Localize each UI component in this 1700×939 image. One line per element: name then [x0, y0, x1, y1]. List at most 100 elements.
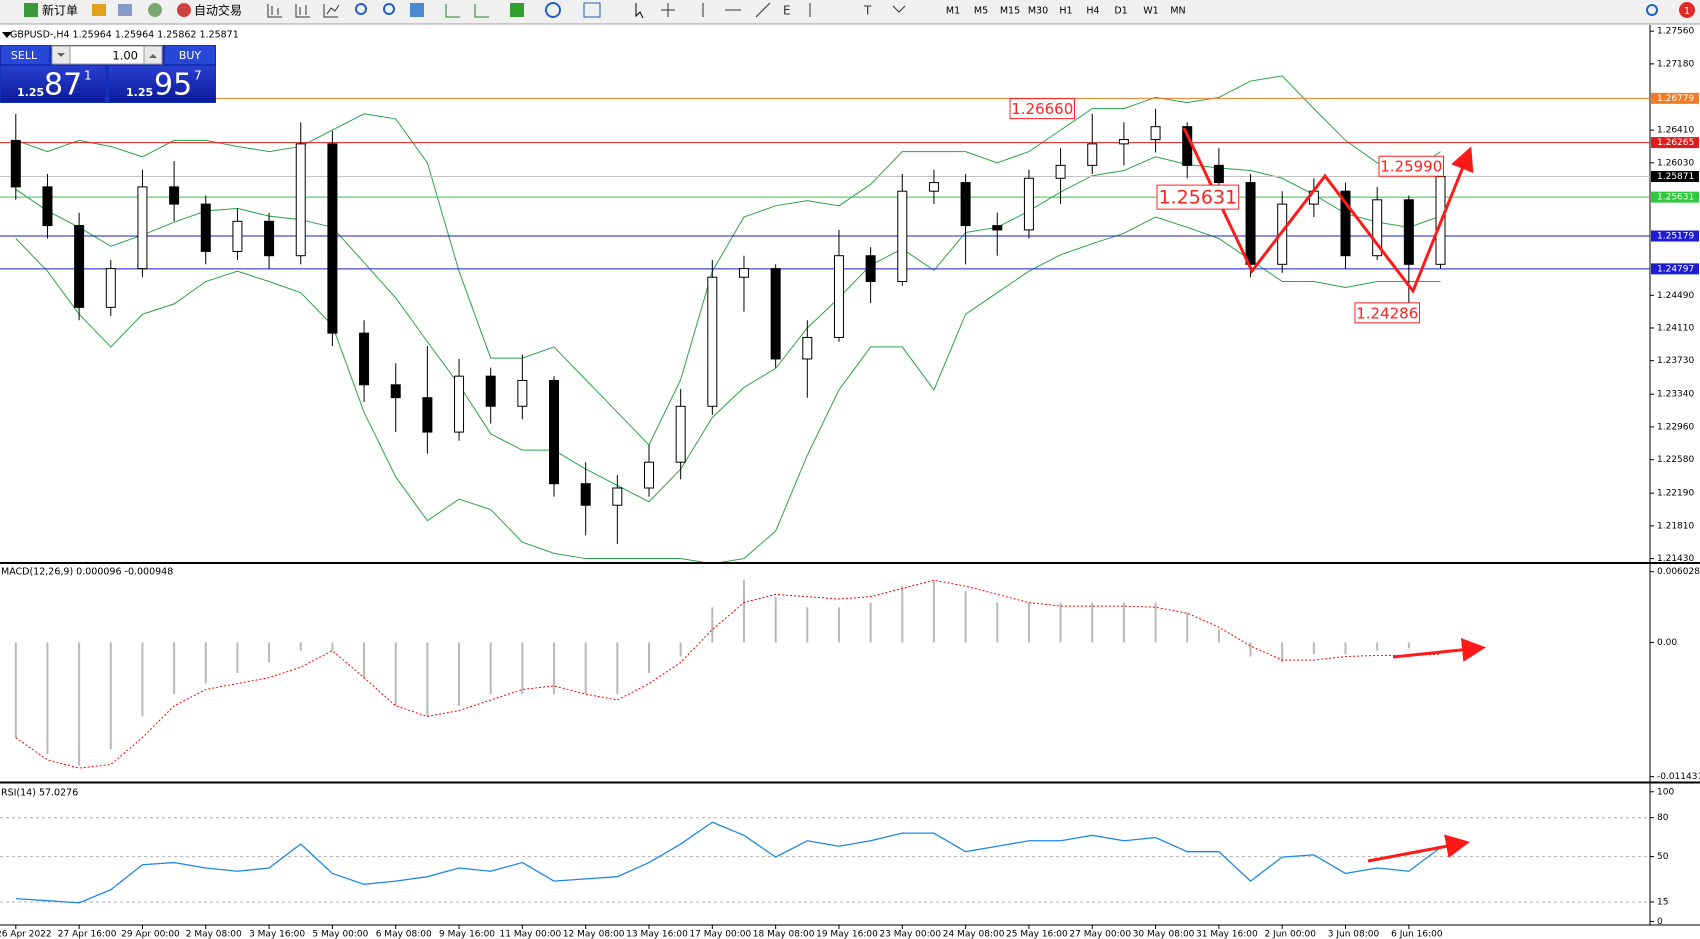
- y-tick-label: 1.24490: [1657, 291, 1694, 301]
- text-tool[interactable]: T: [863, 4, 872, 18]
- x-tick-label: 19 May 16:00: [816, 930, 878, 939]
- x-tick-label: 6 May 08:00: [376, 930, 432, 939]
- price-annotation: 1.25990: [1380, 158, 1442, 176]
- sell-price-box[interactable]: [1, 66, 105, 102]
- periods[interactable]: [545, 2, 561, 18]
- sell-price-pip: 1: [84, 69, 92, 83]
- alerts-badge[interactable]: [1679, 2, 1695, 18]
- y-tick-label: 1.22580: [1657, 455, 1694, 465]
- templates[interactable]: [583, 2, 601, 18]
- timeframe-button[interactable]: M30: [1028, 6, 1048, 17]
- candle-body: [517, 379, 528, 407]
- candle-body: [928, 182, 939, 192]
- y-tick-label: 1.27560: [1657, 27, 1694, 37]
- x-tick-label: 12 May 08:00: [563, 930, 625, 939]
- candle-body: [232, 220, 243, 252]
- y-tick-label: 0.006028: [1657, 567, 1700, 577]
- candle-body: [960, 182, 971, 227]
- candle-body: [675, 405, 686, 463]
- candle-body: [865, 255, 876, 283]
- chart-type-icons[interactable]: [267, 4, 340, 18]
- candle-body: [1087, 143, 1098, 166]
- candle-body: [295, 143, 306, 257]
- candle-body: [10, 139, 21, 188]
- rsi-line: [15, 821, 1441, 904]
- y-tick-label: 0: [1657, 917, 1663, 927]
- timeframe-button[interactable]: H4: [1086, 6, 1099, 17]
- lot-down-icon: [57, 53, 65, 57]
- candle-body: [1023, 177, 1034, 231]
- arrows-tool[interactable]: [892, 5, 906, 13]
- candle-body: [1245, 182, 1256, 265]
- y-tick-label: 1.21810: [1657, 521, 1694, 531]
- buy-button[interactable]: [165, 46, 215, 64]
- tile-windows[interactable]: [410, 3, 424, 17]
- timeframe-button[interactable]: W1: [1143, 6, 1158, 17]
- search[interactable]: [1646, 4, 1658, 16]
- candle-body: [707, 276, 718, 407]
- candle-body: [612, 487, 623, 506]
- x-tick-label: 2 Jun 00:00: [1264, 930, 1316, 939]
- x-tick-label: 27 Apr 16:00: [58, 930, 117, 939]
- candle-body: [1340, 190, 1351, 257]
- price-label-box: [1651, 137, 1699, 149]
- fibo-tool[interactable]: E: [783, 4, 791, 18]
- candle-body: [549, 379, 560, 485]
- candle-body: [42, 186, 53, 227]
- timeframe-button[interactable]: M5: [974, 6, 988, 17]
- new-order-button[interactable]: 新订单: [24, 3, 78, 18]
- rsi-title: RSI(14) 57.0276: [1, 788, 78, 799]
- timeframe-button[interactable]: D1: [1114, 6, 1127, 17]
- y-tick-label: 1.26410: [1657, 126, 1694, 136]
- divergence-arrow: [1367, 834, 1470, 863]
- sell-button[interactable]: [1, 46, 49, 64]
- rsi-plot: [0, 817, 1650, 904]
- y-tick-label: 15: [1657, 897, 1668, 907]
- cursor-tool[interactable]: [635, 3, 644, 19]
- buy-price-box[interactable]: [109, 66, 215, 102]
- timeframe-button[interactable]: H1: [1059, 6, 1072, 17]
- candle-body: [1213, 164, 1224, 184]
- auto-trading-label: 自动交易: [194, 3, 242, 18]
- zoom-out[interactable]: [383, 3, 395, 15]
- macd-plot: [14, 579, 1441, 769]
- candle-body: [454, 375, 465, 433]
- timeframe-button[interactable]: M15: [1000, 6, 1020, 17]
- toolbar-icon[interactable]: [148, 3, 162, 17]
- toolbar-bg: [0, 0, 1700, 24]
- candle-body: [1118, 139, 1129, 145]
- y-tick-label: 1.27180: [1657, 59, 1694, 69]
- candle-body: [770, 268, 781, 360]
- timeframe-button[interactable]: MN: [1170, 6, 1185, 17]
- trade-panel: SELL 1.00 BUY 1.25 87 1 1.25 95 7: [0, 45, 216, 103]
- auto-trading-icon: [177, 3, 191, 17]
- candle-body: [833, 255, 844, 338]
- price-label: 1.25631: [1657, 193, 1694, 203]
- toolbar-icon[interactable]: [118, 4, 132, 16]
- price-label: 1.26265: [1657, 138, 1694, 148]
- buy-label: BUY: [179, 49, 202, 62]
- auto-trading-button[interactable]: 自动交易: [177, 3, 242, 18]
- scroll-icons[interactable]: [445, 4, 489, 18]
- indicators[interactable]: [510, 3, 524, 17]
- price-label-box: [1651, 263, 1699, 275]
- price-annotation: 1.26660: [1011, 100, 1073, 118]
- candle-body: [137, 186, 148, 270]
- price-annotation-box: [1378, 155, 1444, 177]
- bid-label: 1.25871: [1657, 172, 1694, 182]
- candle-body: [1150, 126, 1161, 141]
- candle-body: [485, 375, 496, 407]
- price-annotation: 1.24286: [1356, 304, 1418, 322]
- x-tick-label: 31 May 16:00: [1196, 930, 1258, 939]
- y-tick-label: 1.22190: [1657, 489, 1694, 499]
- timeframe-button[interactable]: M1: [946, 6, 960, 17]
- x-tick-label: 2 May 08:00: [186, 930, 242, 939]
- zoom-in[interactable]: [355, 3, 367, 15]
- x-tick-label: 29 Apr 00:00: [121, 930, 180, 939]
- price-label-box: [1651, 92, 1699, 104]
- drawing-tools[interactable]: [661, 2, 811, 18]
- sell-price-main: 87: [44, 68, 82, 103]
- toolbar-icon[interactable]: [92, 4, 106, 16]
